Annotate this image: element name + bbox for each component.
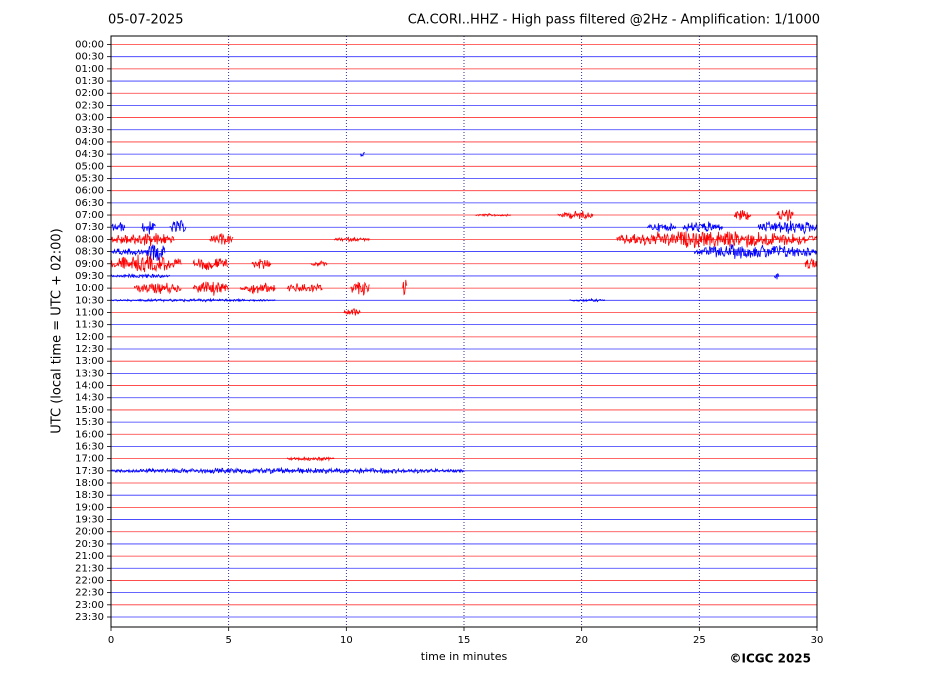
y-tick-label: 04:00 [75,137,104,148]
y-tick-label: 12:30 [75,344,104,355]
seismic-signal [757,220,818,235]
y-tick-label: 12:00 [75,332,104,343]
y-tick-label: 16:00 [75,429,104,440]
seismic-signal [804,257,817,270]
y-tick-label: 00:30 [75,52,104,63]
seismic-signal [209,233,234,245]
y-tick-label: 03:00 [75,113,104,124]
y-tick-label: 14:00 [75,381,104,392]
y-tick-label: 18:30 [75,490,104,501]
y-tick-label: 23:00 [75,600,104,611]
seismic-signal [360,152,365,158]
y-tick-label: 13:00 [75,356,104,367]
plot-frame [110,35,818,628]
y-tick-label: 14:30 [75,393,104,404]
y-tick-label: 22:30 [75,588,104,599]
seismic-signal [134,282,182,295]
seismic-signal [193,281,229,296]
y-tick-label: 20:00 [75,527,104,538]
seismic-signal [251,258,272,269]
y-tick-label: 11:30 [75,320,104,331]
x-tick-label: 0 [108,635,114,646]
y-tick-label: 20:30 [75,539,104,550]
chart-title: CA.CORI..HHZ - High pass filtered @2Hz -… [408,13,820,28]
y-tick-label: 16:30 [75,441,104,452]
y-tick-label: 08:00 [75,234,104,245]
y-tick-label: 10:00 [75,283,104,294]
y-tick-label: 19:30 [75,515,104,526]
seismic-signal [110,297,276,303]
seismic-signal [734,210,752,221]
x-tick-label: 5 [225,635,231,646]
y-tick-label: 21:30 [75,563,104,574]
y-tick-label: 11:00 [75,307,104,318]
y-tick-label: 23:30 [75,612,104,623]
y-tick-label: 06:00 [75,186,104,197]
seismic-signal [110,254,182,273]
y-tick-label: 05:00 [75,161,104,172]
y-tick-label: 09:30 [75,271,104,282]
seismic-signal [616,231,818,249]
y-tick-label: 15:00 [75,405,104,416]
seismic-signal [141,221,156,235]
y-tick-label: 01:00 [75,64,104,75]
x-axis-label: time in minutes [421,650,508,663]
y-tick-label: 13:30 [75,368,104,379]
y-tick-label: 18:00 [75,478,104,489]
seismic-signal [169,219,187,233]
y-tick-label: 01:30 [75,76,104,87]
chart-date: 05-07-2025 [108,13,184,28]
y-tick-label: 08:30 [75,247,104,258]
seismic-signal [776,209,794,222]
seismic-signal [475,213,511,218]
seismic-signal [350,281,370,296]
seismic-signal [110,233,175,247]
y-tick-label: 02:00 [75,88,104,99]
y-tick-label: 00:00 [75,40,104,51]
y-tick-label: 02:30 [75,100,104,111]
seismic-signal [287,282,323,293]
y-tick-label: 04:30 [75,149,104,160]
y-tick-label: 17:30 [75,466,104,477]
y-tick-label: 07:30 [75,222,104,233]
y-tick-label: 05:30 [75,173,104,184]
x-tick-label: 20 [575,635,588,646]
seismic-signal [774,273,780,280]
seismic-signal [110,247,147,257]
y-tick-label: 22:00 [75,575,104,586]
seismic-signal [240,282,276,295]
seismic-signal [310,260,328,267]
seismic-signal [110,273,171,279]
seismic-signal [287,456,335,462]
y-tick-label: 19:00 [75,502,104,513]
x-tick-label: 15 [458,635,471,646]
y-tick-label: 21:00 [75,551,104,562]
y-tick-label: 06:30 [75,198,104,209]
x-tick-label: 30 [811,635,824,646]
seismic-signal [110,222,126,232]
seismic-signal [682,221,723,233]
seismic-signal [145,244,166,261]
y-axis-label: UTC (local time = UTC + 02:00) [50,228,65,433]
seismic-signal [343,308,361,316]
seismic-signal [694,243,817,259]
seismic-signal [110,466,465,475]
y-tick-label: 09:00 [75,259,104,270]
seismic-signal [193,258,229,271]
seismic-signal [647,222,677,232]
x-tick-label: 25 [693,635,706,646]
seismic-signal [569,297,606,303]
x-tick-label: 10 [340,635,353,646]
y-tick-label: 07:00 [75,210,104,221]
y-tick-label: 10:30 [75,295,104,306]
y-tick-label: 03:30 [75,125,104,136]
seismic-signal [557,210,594,220]
y-tick-label: 15:30 [75,417,104,428]
seismic-signal [402,279,408,296]
seismic-signal [334,236,370,243]
y-tick-label: 17:00 [75,454,104,465]
credit: ©ICGC 2025 [729,652,811,666]
